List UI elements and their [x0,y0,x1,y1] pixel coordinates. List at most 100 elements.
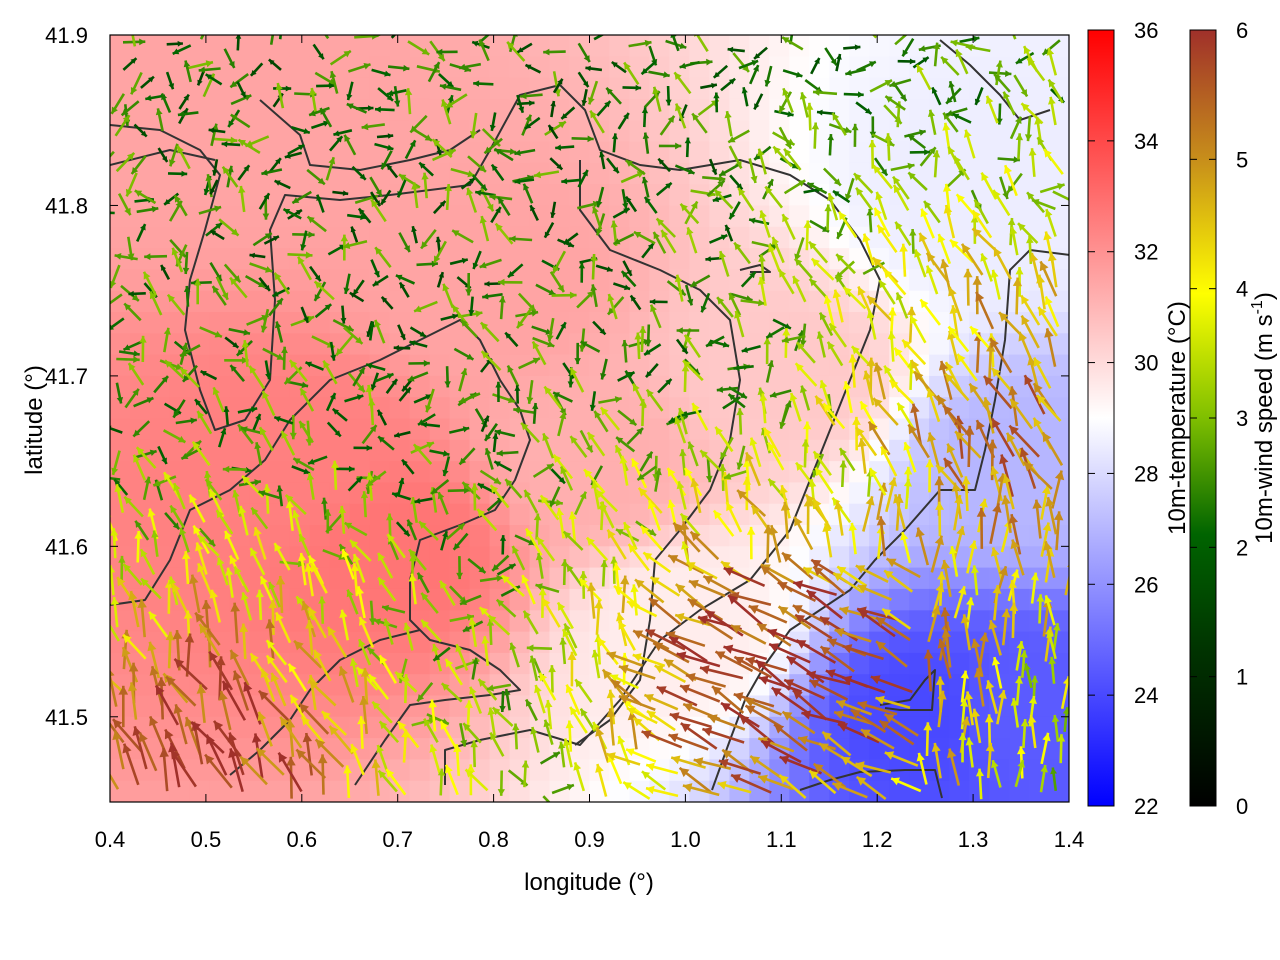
heatmap-cell [409,354,431,377]
heatmap-cell [369,290,391,313]
heatmap-cell [789,141,810,164]
heatmap-cell [229,397,251,420]
heatmap-cell [389,120,411,143]
heatmap-cell [509,354,531,377]
heatmap-cell [349,418,371,441]
heatmap-cell [309,375,331,398]
heatmap-cell [949,631,970,654]
heatmap-cell [150,162,171,185]
heatmap-cell [729,269,750,292]
heatmap-cell [289,290,311,313]
heatmap-cell [169,98,191,121]
heatmap-cell [789,312,810,334]
heatmap-cell [809,162,830,185]
heatmap-cell [689,461,710,483]
heatmap-cell [309,184,331,206]
heatmap-cell [110,439,131,462]
heatmap-cell [469,461,491,483]
heatmap-cell [509,695,531,718]
heatmap-cell [189,269,211,292]
heatmap-cell [110,141,131,164]
heatmap-cell [309,141,331,164]
heatmap-cell [729,780,750,802]
heatmap-cell [289,35,311,57]
heatmap-cell [110,780,131,802]
heatmap-cell [449,716,471,739]
heatmap-cell [509,290,531,313]
heatmap-cell [150,546,171,569]
heatmap-cell [889,674,910,697]
heatmap-cell [969,716,990,739]
heatmap-cell [589,56,611,79]
colorbar-tick-label: 6 [1236,18,1248,43]
heatmap-cell [889,141,910,164]
heatmap-cell [189,120,211,143]
heatmap-cell [509,652,531,675]
heatmap-cell [509,56,531,79]
heatmap-cell [529,610,551,633]
y-tick-label: 41.6 [45,534,88,559]
heatmap-cell [309,248,331,270]
heatmap-cell [229,439,251,462]
heatmap-cell [469,439,491,462]
heatmap-cell [110,418,131,441]
heatmap-cell [429,333,451,356]
heatmap-cell [389,248,411,270]
heatmap-cell [329,333,351,356]
heatmap-cell [409,461,431,483]
heatmap-cell [829,525,850,547]
heatmap-cell [269,525,291,547]
heatmap-cell [589,674,611,697]
heatmap-cell [169,780,191,802]
heatmap-cell [449,610,471,633]
heatmap-cell [449,461,471,483]
heatmap-cell [469,780,491,802]
heatmap-cell [110,56,131,79]
heatmap-cell [749,525,770,547]
heatmap-cell [549,759,571,782]
heatmap-cell [609,567,631,590]
heatmap-cell [889,567,910,590]
heatmap-cell [769,354,790,377]
heatmap-cell [429,674,451,697]
heatmap-cell [569,205,591,228]
heatmap-cell [529,354,551,377]
heatmap-cell [209,312,231,334]
heatmap-cell [1049,120,1069,143]
heatmap-cell [729,120,750,143]
heatmap-cell [649,418,670,441]
heatmap-cell [249,716,271,739]
heatmap-cell [409,652,431,675]
heatmap-cell [489,226,511,249]
heatmap-cell [969,631,990,654]
heatmap-cell [969,56,990,79]
heatmap-cell [309,674,331,697]
heatmap-cell [469,77,491,100]
heatmap-cell [349,269,371,292]
heatmap-cell [489,652,511,675]
heatmap-cell [449,652,471,675]
heatmap-cell [649,354,670,377]
colorbar-tick-label: 36 [1134,18,1158,43]
heatmap-cell [169,567,191,590]
heatmap-cell [909,695,930,718]
heatmap-cell [130,546,151,569]
heatmap-cell [849,312,870,334]
heatmap-cell [209,397,231,420]
heatmap-cell [389,312,411,334]
heatmap-cell [110,546,131,569]
heatmap-cell [489,77,511,100]
heatmap-cell [209,439,231,462]
heatmap-cell [809,397,830,420]
x-tick-label: 1.4 [1054,827,1085,852]
heatmap-cell [849,482,870,505]
y-axis-title: latitude (°) [21,365,48,475]
heatmap-cell [629,141,651,164]
heatmap-cell [189,333,211,356]
heatmap-cell [229,780,251,802]
heatmap-cell [369,397,391,420]
heatmap-cell [869,375,890,398]
heatmap-cell [209,354,231,377]
heatmap-cell [209,780,231,802]
heatmap-cell [689,141,710,164]
